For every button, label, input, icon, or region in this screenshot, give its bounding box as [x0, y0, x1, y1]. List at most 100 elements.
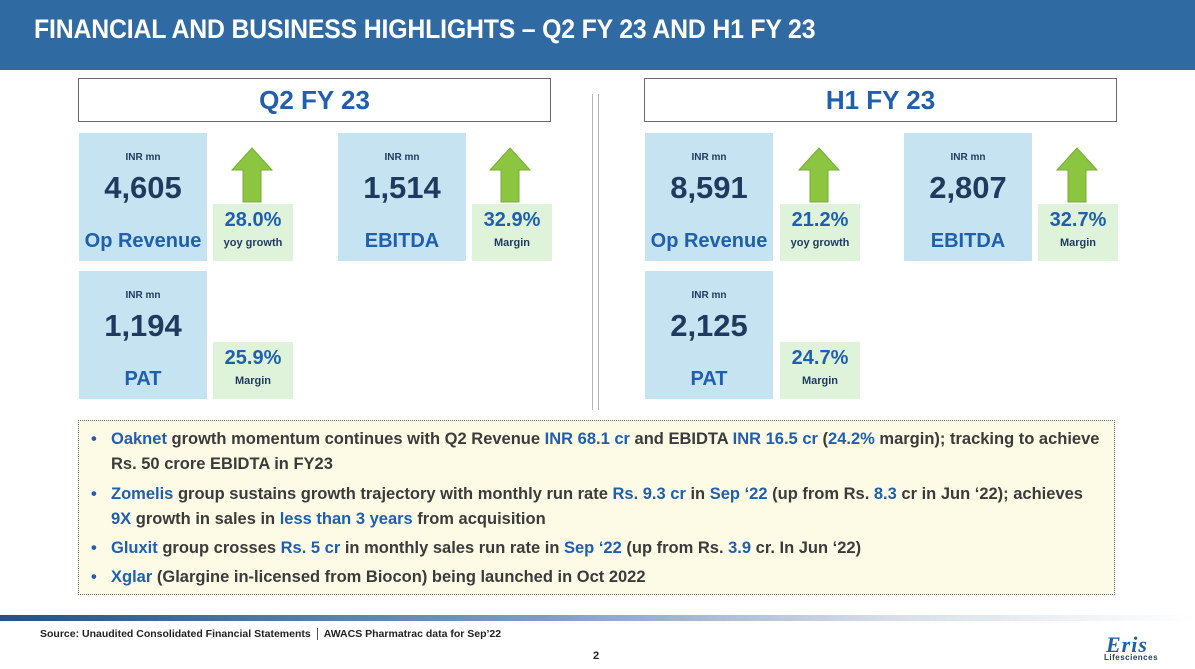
kpi-label: PAT — [690, 368, 728, 390]
stat-value: 32.9% — [483, 209, 541, 231]
section-divider-right — [598, 94, 599, 410]
stat-label: yoy growth — [223, 237, 283, 249]
body-text: group sustains growth trajectory with mo… — [173, 485, 613, 503]
body-text: (up from Rs. — [621, 539, 729, 557]
stat-label: Margin — [801, 375, 839, 387]
h1-revenue-card: INR mn 8,591 Op Revenue — [645, 133, 773, 261]
body-text: margin); tracking to achieve Rs. 50 cror… — [111, 430, 1100, 473]
bullet-text: Zomelis group sustains growth trajectory… — [91, 482, 1104, 532]
h1-pat-margin: 24.7% Margin — [780, 342, 860, 399]
highlight-text: less than 3 years — [279, 510, 413, 528]
highlight-text: Sep ‘22 — [563, 539, 622, 557]
highlight-text: Xglar — [111, 568, 153, 586]
kpi-unit: INR mn — [950, 152, 986, 163]
highlight-text: INR 68.1 cr — [544, 430, 630, 448]
kpi-unit: INR mn — [691, 290, 727, 301]
source-awacs: AWACS Pharmatrac data for Sep’22 — [323, 628, 502, 640]
business-highlights-box: • Oaknet growth momentum continues with … — [78, 420, 1115, 595]
highlight-text: Sep ‘22 — [709, 485, 768, 503]
highlight-text: 24.2% — [828, 430, 875, 448]
header-bar: FINANCIAL AND BUSINESS HIGHLIGHTS – Q2 F… — [0, 0, 1195, 70]
h1-revenue-growth: 21.2% yoy growth — [780, 204, 860, 261]
body-text: in monthly sales run rate in — [340, 539, 564, 557]
body-text: cr. In Jun ‘22) — [751, 539, 862, 557]
body-text: from acquisition — [412, 510, 546, 528]
highlight-text: Oaknet — [111, 430, 167, 448]
kpi-value: 1,514 — [363, 170, 441, 205]
q2-ebitda-margin: 32.9% Margin — [472, 204, 552, 261]
up-arrow-icon — [231, 147, 273, 203]
logo-subtitle: Lifesciences — [1104, 653, 1159, 662]
up-arrow-icon — [1056, 147, 1098, 203]
stat-label: Margin — [493, 237, 531, 249]
body-text: growth momentum continues with Q2 Revenu… — [166, 430, 545, 448]
kpi-unit: INR mn — [384, 152, 420, 163]
section-divider-left — [592, 94, 593, 410]
stat-label: Margin — [1059, 237, 1097, 249]
stat-value: 21.2% — [791, 209, 849, 231]
body-text: growth in sales in — [131, 510, 280, 528]
eris-logo: Eris Lifesciences — [1100, 632, 1170, 664]
h1-ebitda-margin: 32.7% Margin — [1038, 204, 1118, 261]
page-number: 2 — [593, 650, 600, 662]
q2-revenue-card: INR mn 4,605 Op Revenue — [79, 133, 207, 261]
page-title: FINANCIAL AND BUSINESS HIGHLIGHTS – Q2 F… — [34, 14, 816, 44]
bullet-gluxit: • Gluxit group crosses Rs. 5 cr in month… — [91, 536, 1104, 561]
highlight-text: Rs. 5 cr — [280, 539, 341, 557]
stat-value: 28.0% — [224, 209, 282, 231]
kpi-label: EBITDA — [364, 230, 440, 252]
kpi-unit: INR mn — [125, 290, 161, 301]
source-note: Source: Unaudited Consolidated Financial… — [40, 628, 502, 641]
logo-wordmark: Eris — [1106, 632, 1148, 657]
kpi-unit: INR mn — [125, 152, 161, 163]
bullet-text: Gluxit group crosses Rs. 5 cr in monthly… — [91, 536, 1104, 561]
kpi-value: 2,807 — [929, 170, 1007, 205]
highlight-text: 8.3 — [873, 485, 897, 503]
highlight-text: Rs. 9.3 cr — [612, 485, 686, 503]
kpi-unit: INR mn — [691, 152, 727, 163]
bullet-xglar: • Xglar (Glargine in-licensed from Bioco… — [91, 565, 1104, 590]
kpi-label: Op Revenue — [84, 230, 202, 252]
up-arrow-icon — [798, 147, 840, 203]
body-text: group crosses — [157, 539, 281, 557]
stat-label: yoy growth — [790, 237, 850, 249]
kpi-value: 1,194 — [104, 308, 182, 343]
kpi-label: PAT — [124, 368, 162, 390]
body-text: cr in Jun ‘22); achieves — [896, 485, 1083, 503]
highlight-text: 3.9 — [728, 539, 752, 557]
bullet-dot: • — [91, 568, 97, 586]
h1-heading: H1 FY 23 — [644, 78, 1117, 122]
source-financials: Source: Unaudited Consolidated Financial… — [40, 628, 311, 640]
q2-pat-margin: 25.9% Margin — [213, 342, 293, 399]
highlight-text: INR 16.5 cr — [732, 430, 818, 448]
h1-ebitda-card: INR mn 2,807 EBITDA — [904, 133, 1032, 261]
bullet-dot: • — [91, 485, 97, 503]
body-text: ( — [817, 430, 829, 448]
up-arrow-icon — [489, 147, 531, 203]
highlight-text: Zomelis — [111, 485, 174, 503]
stat-value: 24.7% — [791, 347, 849, 369]
q2-ebitda-card: INR mn 1,514 EBITDA — [338, 133, 466, 261]
stat-value: 32.7% — [1049, 209, 1107, 231]
stat-label: Margin — [234, 375, 272, 387]
body-text: (up from Rs. — [767, 485, 874, 503]
highlight-text: 9X — [111, 510, 132, 528]
bullet-zomelis: • Zomelis group sustains growth trajecto… — [91, 482, 1104, 532]
bullet-dot: • — [91, 430, 97, 448]
bullet-oaknet: • Oaknet growth momentum continues with … — [91, 427, 1104, 477]
h1-pat-card: INR mn 2,125 PAT — [645, 271, 773, 399]
q2-revenue-growth: 28.0% yoy growth — [213, 204, 293, 261]
source-separator — [316, 628, 318, 641]
footer-gradient-bar — [0, 615, 1195, 621]
stat-value: 25.9% — [224, 347, 282, 369]
kpi-label: Op Revenue — [650, 230, 768, 252]
q2-heading: Q2 FY 23 — [78, 78, 551, 122]
kpi-value: 8,591 — [670, 170, 748, 205]
bullet-dot: • — [91, 539, 97, 557]
kpi-value: 4,605 — [104, 170, 182, 205]
kpi-label: EBITDA — [930, 230, 1006, 252]
body-text: in — [685, 485, 710, 503]
highlight-text: Gluxit — [111, 539, 158, 557]
body-text: and EBIDTA — [629, 430, 733, 448]
kpi-value: 2,125 — [670, 308, 748, 343]
